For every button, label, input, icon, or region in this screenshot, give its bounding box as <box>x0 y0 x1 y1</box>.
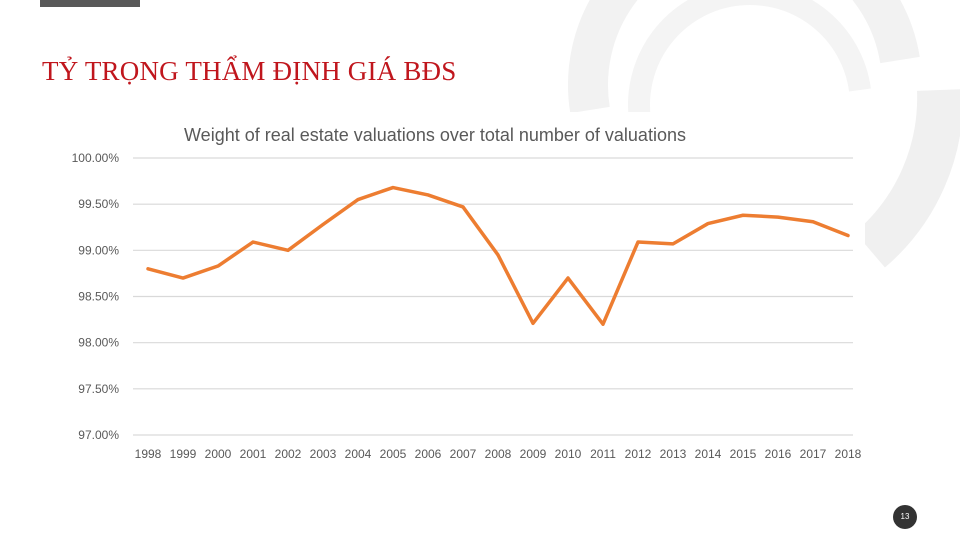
chart-container: Weight of real estate valuations over to… <box>60 112 865 472</box>
slide-title: TỶ TRỌNG THẨM ĐỊNH GIÁ BĐS <box>42 56 457 86</box>
data-point <box>741 213 745 217</box>
x-axis-ticks: 1998 1999 2000 2001 2002 2003 2004 2005 2006 2007… <box>135 447 862 461</box>
x-tick-label: 2017 <box>800 447 827 461</box>
y-tick-label: 98.50% <box>78 290 119 304</box>
top-accent-bar <box>40 0 140 7</box>
data-point <box>706 222 710 226</box>
data-point <box>321 222 325 226</box>
data-point <box>216 264 220 268</box>
x-tick-label: 2008 <box>485 447 512 461</box>
data-point <box>636 240 640 244</box>
x-tick-label: 2018 <box>835 447 862 461</box>
x-tick-label: 2005 <box>380 447 407 461</box>
x-tick-label: 2009 <box>520 447 547 461</box>
x-tick-label: 2013 <box>660 447 687 461</box>
chart-title: Weight of real estate valuations over to… <box>184 125 686 145</box>
grid-layer <box>133 157 853 436</box>
y-tick-label: 100.00% <box>72 151 120 165</box>
data-point <box>391 186 395 190</box>
x-tick-label: 2007 <box>450 447 477 461</box>
y-axis-ticks: 97.00% 97.50% 98.00% 98.50% 99.00% 99.50% 100.… <box>72 151 120 442</box>
data-point <box>776 215 780 219</box>
data-point <box>286 248 290 252</box>
y-tick-label: 99.00% <box>78 243 119 257</box>
data-point <box>461 205 465 209</box>
line-chart: Weight of real estate valuations over to… <box>72 125 862 461</box>
y-tick-label: 98.00% <box>78 336 119 350</box>
x-tick-label: 2002 <box>275 447 302 461</box>
x-tick-label: 2010 <box>555 447 582 461</box>
data-point <box>601 322 605 326</box>
data-point <box>251 240 255 244</box>
data-point <box>846 234 850 238</box>
background-arc-decoration <box>568 0 960 268</box>
series-layer <box>146 185 850 326</box>
y-tick-label: 99.50% <box>78 197 119 211</box>
y-tick-label: 97.00% <box>78 428 119 442</box>
x-tick-label: 2015 <box>730 447 757 461</box>
data-point <box>356 198 360 202</box>
x-tick-label: 1999 <box>170 447 197 461</box>
data-point <box>426 193 430 197</box>
data-point <box>496 253 500 257</box>
y-tick-label: 97.50% <box>78 382 119 396</box>
x-tick-label: 2012 <box>625 447 652 461</box>
x-tick-label: 2001 <box>240 447 267 461</box>
data-point <box>811 220 815 224</box>
x-tick-label: 2014 <box>695 447 722 461</box>
x-tick-label: 2003 <box>310 447 337 461</box>
x-tick-label: 2004 <box>345 447 372 461</box>
x-tick-label: 1998 <box>135 447 162 461</box>
data-point <box>566 276 570 280</box>
x-tick-label: 2000 <box>205 447 232 461</box>
x-tick-label: 2016 <box>765 447 792 461</box>
data-point <box>181 276 185 280</box>
x-tick-label: 2006 <box>415 447 442 461</box>
page-number-badge: 13 <box>893 505 917 529</box>
data-point <box>531 321 535 325</box>
data-point <box>671 242 675 246</box>
x-tick-label: 2011 <box>590 447 616 461</box>
data-point <box>146 267 150 271</box>
